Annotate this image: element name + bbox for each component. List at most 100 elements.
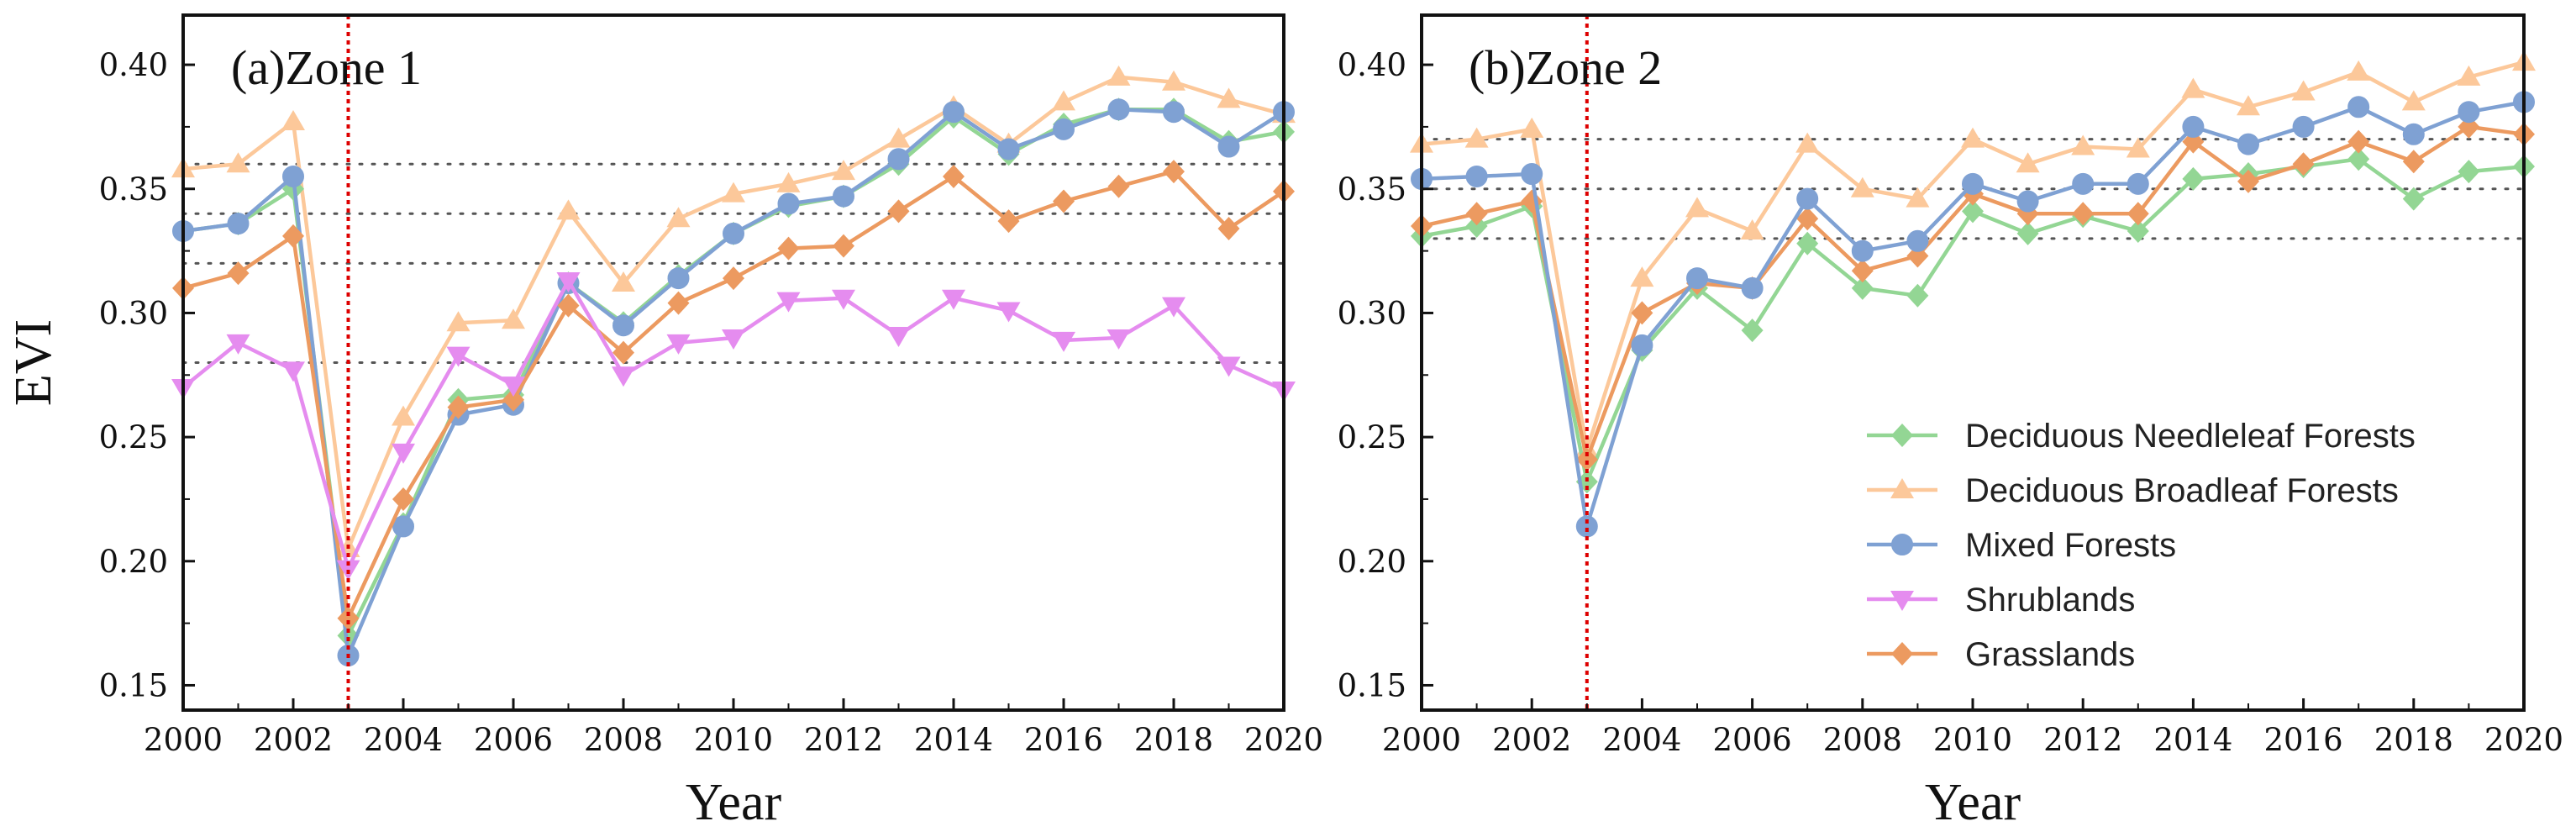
x-tick-label: 2014 <box>914 722 993 758</box>
data-point <box>2458 160 2480 184</box>
data-point <box>1631 334 1653 356</box>
x-tick-label: 2016 <box>2264 722 2343 758</box>
data-point <box>227 261 250 286</box>
data-point <box>2072 172 2095 195</box>
data-point <box>2016 190 2039 213</box>
data-point <box>777 192 800 215</box>
data-point <box>1217 135 1240 158</box>
data-point <box>337 606 360 630</box>
data-point <box>612 314 634 337</box>
data-point <box>2237 169 2259 193</box>
legend-marker <box>1891 424 1913 447</box>
data-point <box>1464 127 1489 148</box>
data-point <box>392 405 415 426</box>
data-point <box>502 387 524 412</box>
data-point <box>943 164 965 188</box>
data-point <box>1217 356 1241 377</box>
legend-marker <box>1891 534 1913 555</box>
data-point <box>2347 129 2370 154</box>
data-point <box>943 101 965 124</box>
x-axis-title: Year <box>686 774 782 831</box>
series-deciduous-broadleaf-forests <box>1410 50 2536 458</box>
legend-label: Grasslands <box>1965 636 2135 673</box>
legend-label: Deciduous Needleleaf Forests <box>1965 418 2416 455</box>
data-point <box>1162 297 1185 318</box>
y-tick-label: 0.35 <box>99 171 168 208</box>
data-point <box>281 110 305 131</box>
data-point <box>2181 77 2205 98</box>
x-tick-label: 2006 <box>474 722 553 758</box>
data-point <box>612 340 634 365</box>
data-point <box>2127 202 2149 226</box>
data-point <box>556 272 581 293</box>
series-grasslands <box>172 160 1295 630</box>
y-tick-label: 0.30 <box>99 295 168 331</box>
y-tick-label: 0.15 <box>1338 667 1406 703</box>
data-point <box>1906 187 1930 208</box>
data-point <box>1795 132 1820 153</box>
x-tick-label: 2012 <box>2043 722 2122 758</box>
data-point <box>1465 214 1488 239</box>
data-point <box>2182 115 2205 138</box>
legend-item-shrublands: Shrublands <box>1867 582 2135 619</box>
data-point <box>2237 133 2259 155</box>
data-point <box>776 171 801 192</box>
data-point <box>2182 166 2205 191</box>
legend-item-deciduous-needleleaf-forests: Deciduous Needleleaf Forests <box>1867 418 2416 455</box>
legend-marker <box>1890 591 1914 611</box>
data-point <box>2126 137 2150 158</box>
data-point <box>2292 115 2315 138</box>
data-point <box>1796 231 1819 255</box>
data-point <box>1630 266 1654 287</box>
data-point <box>1052 331 1075 352</box>
data-point <box>446 311 471 332</box>
x-tick-label: 2004 <box>1602 722 1681 758</box>
data-point <box>1796 207 1819 231</box>
data-point <box>227 213 250 235</box>
data-point <box>1962 199 1984 224</box>
data-point <box>996 302 1021 323</box>
data-point <box>833 185 854 208</box>
data-point <box>1162 70 1185 91</box>
data-point <box>1107 329 1131 350</box>
data-point <box>226 334 250 355</box>
data-point <box>282 165 304 187</box>
data-point <box>2016 152 2040 173</box>
data-point <box>226 152 250 173</box>
data-point <box>832 289 855 310</box>
data-point <box>1851 240 1874 262</box>
data-point <box>1906 283 1929 308</box>
data-point <box>502 376 525 397</box>
data-point <box>2402 187 2425 211</box>
panel-b: 0.15 0.20 0.25 0.30 0.35 0.40 2000 2002 2004 2006… <box>1338 13 2563 831</box>
data-point <box>1686 267 1708 290</box>
x-tick-label: 2010 <box>694 722 773 758</box>
data-point <box>502 308 525 329</box>
x-tick-label: 2016 <box>1024 722 1103 758</box>
data-point <box>2292 152 2315 176</box>
x-tick-label: 2014 <box>2153 722 2232 758</box>
data-point <box>2071 134 2095 155</box>
x-tick-label: 2006 <box>1713 722 1792 758</box>
data-point <box>886 327 911 348</box>
data-point <box>392 443 415 464</box>
data-point <box>832 160 855 181</box>
data-point <box>997 209 1020 234</box>
data-point <box>2457 65 2481 86</box>
data-point <box>1163 101 1185 124</box>
data-point <box>556 199 581 220</box>
y-tick-label: 0.20 <box>1338 544 1406 580</box>
data-point <box>997 138 1020 161</box>
x-tick-label: 2020 <box>1244 722 1323 758</box>
data-point <box>1741 276 1764 299</box>
data-point <box>833 234 854 258</box>
x-tick-label: 2020 <box>2484 722 2563 758</box>
panel-title: (a)Zone 1 <box>231 40 422 95</box>
x-tick-label: 2018 <box>2374 722 2453 758</box>
y-tick-label: 0.40 <box>99 47 168 83</box>
data-point <box>392 515 414 538</box>
data-point <box>557 293 580 318</box>
legend-item-deciduous-broadleaf-forests: Deciduous Broadleaf Forests <box>1867 472 2399 509</box>
data-point <box>2127 218 2149 243</box>
x-tick-label: 2000 <box>144 722 223 758</box>
